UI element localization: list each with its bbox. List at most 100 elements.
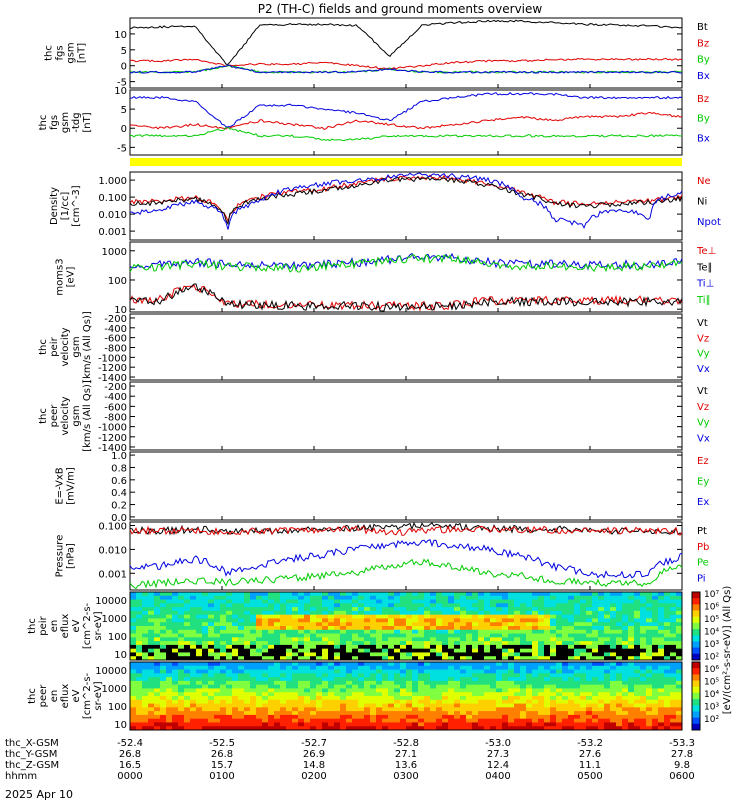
heatmap-cell xyxy=(346,637,353,642)
heatmap-cell xyxy=(586,669,593,674)
heatmap-cell xyxy=(424,648,431,653)
heatmap-cell xyxy=(484,722,491,727)
heatmap-cell xyxy=(184,677,191,682)
heatmap-cell xyxy=(610,607,617,612)
heatmap-cell xyxy=(154,614,161,619)
heatmap-cell xyxy=(568,688,575,693)
heatmap-cell xyxy=(598,707,605,712)
heatmap-cell xyxy=(610,648,617,653)
heatmap-cell xyxy=(448,711,455,716)
xaxis-value: 15.7 xyxy=(211,760,233,771)
y-tick-label: 1000 xyxy=(102,614,127,625)
heatmap-cell xyxy=(244,669,251,674)
heatmap-cell xyxy=(166,629,173,634)
heatmap-cell xyxy=(274,626,281,631)
heatmap-cell xyxy=(460,644,467,650)
heatmap-cell xyxy=(364,626,371,631)
heatmap-cell xyxy=(196,703,203,708)
heatmap-cell xyxy=(472,677,479,682)
heatmap-cell xyxy=(664,626,671,631)
heatmap-cell xyxy=(652,699,659,704)
heatmap-cell xyxy=(262,614,269,619)
heatmap-cell xyxy=(496,680,503,686)
heatmap-cell xyxy=(382,696,389,701)
heatmap-cell xyxy=(436,656,443,661)
heatmap-cell xyxy=(376,692,383,697)
heatmap-cell xyxy=(586,629,593,634)
heatmap-cell xyxy=(328,699,335,704)
heatmap-cell xyxy=(382,599,389,604)
heatmap-cell xyxy=(460,592,467,597)
heatmap-cell xyxy=(370,637,377,642)
heatmap-cell xyxy=(172,692,179,697)
heatmap-cell xyxy=(334,652,341,657)
heatmap-cell xyxy=(574,614,581,619)
heatmap-cell xyxy=(346,696,353,701)
heatmap-cell xyxy=(166,699,173,704)
heatmap-cell xyxy=(136,603,143,608)
heatmap-cell xyxy=(412,629,419,634)
heatmap-cell xyxy=(640,669,647,674)
heatmap-cell xyxy=(562,680,569,686)
heatmap-cell xyxy=(196,669,203,674)
heatmap-cell xyxy=(592,644,599,650)
heatmap-cell xyxy=(610,637,617,642)
heatmap-cell xyxy=(178,607,185,612)
heatmap-cell xyxy=(586,652,593,657)
heatmap-cell xyxy=(238,599,245,604)
heatmap-cell xyxy=(196,641,203,646)
heatmap-cell xyxy=(496,629,503,634)
heatmap-cell xyxy=(238,665,245,670)
heatmap-cell xyxy=(544,711,551,716)
heatmap-cell xyxy=(664,614,671,619)
heatmap-cell xyxy=(574,637,581,642)
heatmap-cell xyxy=(640,595,647,600)
heatmap-cell xyxy=(652,714,659,720)
heatmap-cell xyxy=(580,629,587,634)
heatmap-cell xyxy=(574,644,581,650)
heatmap-cell xyxy=(502,688,509,693)
heatmap-cell xyxy=(664,633,671,638)
heatmap-cell xyxy=(442,711,449,716)
heatmap-cell xyxy=(586,692,593,697)
heatmap-cell xyxy=(400,699,407,704)
y-tick-label: 0.4 xyxy=(111,488,127,499)
heatmap-cell xyxy=(622,696,629,701)
heatmap-cell xyxy=(376,669,383,674)
heatmap-cell xyxy=(496,592,503,597)
heatmap-cell xyxy=(130,633,137,638)
heatmap-cell xyxy=(214,696,221,701)
heatmap-cell xyxy=(508,626,515,631)
heatmap-cell xyxy=(460,652,467,657)
heatmap-cell xyxy=(610,718,617,723)
heatmap-cell xyxy=(664,673,671,678)
heatmap-cell xyxy=(490,599,497,604)
heatmap-cell xyxy=(154,665,161,670)
heatmap-cell xyxy=(496,633,503,638)
heatmap-cell xyxy=(232,656,239,661)
y-tick-label: -1200 xyxy=(98,363,127,374)
heatmap-cell xyxy=(340,707,347,712)
heatmap-cell xyxy=(604,714,611,720)
heatmap-cell xyxy=(292,607,299,612)
heatmap-cell xyxy=(634,652,641,657)
heatmap-cell xyxy=(574,673,581,678)
heatmap-cell xyxy=(556,641,563,646)
heatmap-cell xyxy=(400,677,407,682)
heatmap-cell xyxy=(298,684,305,689)
heatmap-cell xyxy=(490,592,497,597)
heatmap-cell xyxy=(328,592,335,597)
heatmap-cell xyxy=(628,592,635,597)
heatmap-cell xyxy=(508,618,515,623)
heatmap-cell xyxy=(280,703,287,708)
heatmap-cell xyxy=(178,644,185,650)
heatmap-cell xyxy=(448,599,455,604)
heatmap-cell xyxy=(562,726,569,731)
heatmap-cell xyxy=(466,656,473,661)
heatmap-cell xyxy=(472,722,479,727)
heatmap-cell xyxy=(670,680,677,686)
colorbar-tick: 10² xyxy=(704,715,719,725)
heatmap-cell xyxy=(244,718,251,723)
heatmap-cell xyxy=(598,599,605,604)
heatmap-cell xyxy=(316,722,323,727)
